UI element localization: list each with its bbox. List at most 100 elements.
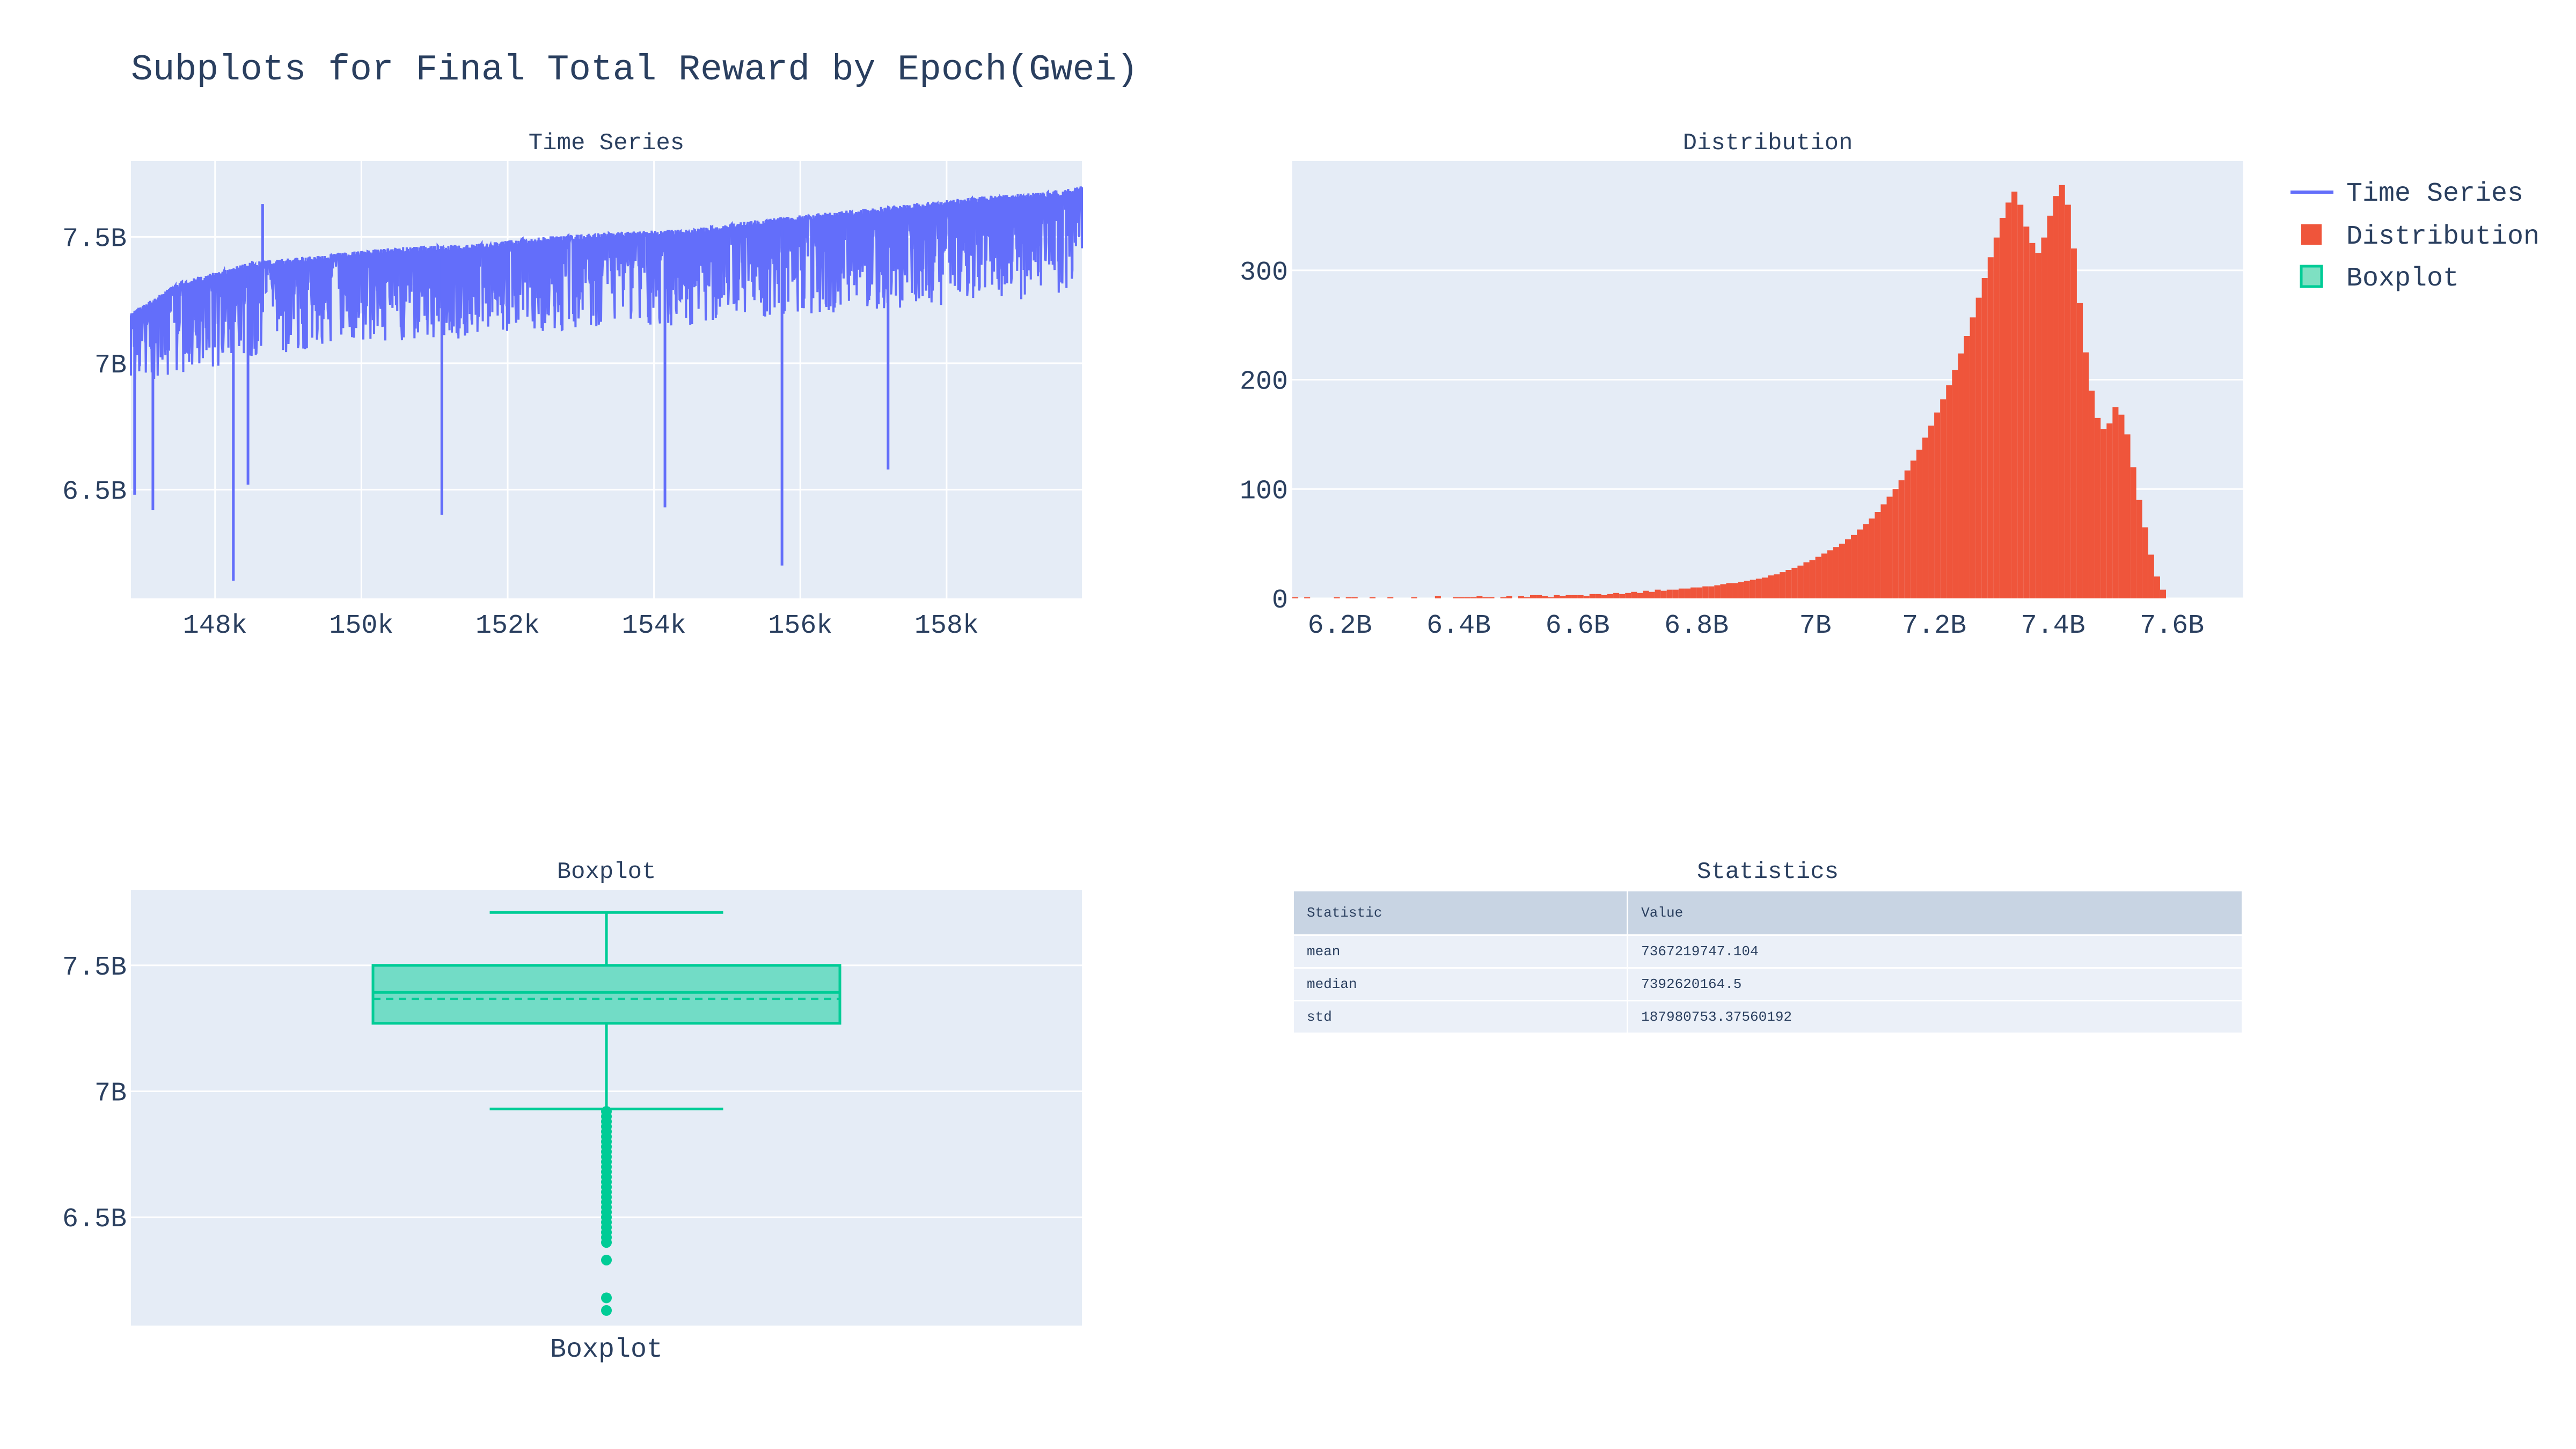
histogram-bar (1565, 595, 1572, 598)
histogram-bar (1857, 529, 1863, 598)
legend-item-time-series[interactable]: Time Series (2290, 179, 2523, 209)
boxplot-panel: 6.5B 7B 7.5B Boxplot Boxplot (62, 859, 1082, 1365)
histogram-bar (1797, 565, 1804, 598)
distribution-panel: 0 100 200 300 6.2B 6.4B 6.6B 6.8B 7B 7.2B 7.4B 7.6B… (1240, 130, 2243, 641)
histogram-bar (1500, 597, 1506, 598)
x-tick-label: 6.8B (1664, 611, 1729, 641)
legend-item-distribution[interactable]: Distribution (2301, 222, 2540, 252)
histogram-bar (2070, 248, 2077, 598)
distribution-bars (1292, 185, 2167, 598)
histogram-bar (1875, 512, 1881, 598)
histogram-bar (2136, 500, 2142, 598)
histogram-bar (1869, 518, 1875, 598)
histogram-bar (1761, 577, 1768, 598)
histogram-bar (1928, 426, 1935, 598)
histogram-bar (1702, 586, 1709, 598)
time-series-panel: 148k 150k 152k 154k 156k 158k 6.5B 7B 7.5B Time … (62, 130, 1083, 641)
x-tick-label: 7B (1799, 611, 1832, 641)
histogram-bar (1583, 596, 1590, 598)
histogram-bar (1548, 597, 1554, 598)
time-series-line (130, 186, 1083, 581)
x-tick-label: 6.4B (1426, 611, 1491, 641)
histogram-bar (1453, 597, 1459, 598)
x-tick-label: 7.4B (2021, 611, 2085, 641)
histogram-bar (1649, 591, 1655, 598)
histogram-bar (1904, 470, 1911, 598)
boxplot-category-label: Boxplot (550, 1335, 663, 1365)
histogram-bar (1791, 567, 1798, 598)
table-cell-statistic: std (1292, 1000, 1629, 1034)
histogram-bar (1589, 594, 1596, 598)
histogram-bar (1809, 560, 1816, 598)
legend-item-boxplot[interactable]: Boxplot (2300, 264, 2459, 294)
x-tick-label: 6.6B (1546, 611, 1610, 641)
table-header-statistic: Statistic (1292, 890, 1629, 936)
histogram-bar (2112, 407, 2119, 598)
histogram-bar (1815, 557, 1821, 598)
table-row: mean 7367219747.104 (1292, 934, 2243, 969)
x-tick-label: 156k (768, 611, 832, 641)
histogram-bar (2089, 390, 2095, 598)
histogram-bar (1910, 460, 1916, 598)
histogram-bar (1595, 594, 1601, 598)
statistics-table: Statistic Value mean 7367219747.104 medi… (1292, 890, 2243, 1034)
histogram-bar (1845, 539, 1851, 598)
histogram-bar (2154, 576, 2160, 598)
table-row: std 187980753.37560192 (1292, 1000, 2243, 1034)
histogram-bar (2029, 243, 2036, 598)
legend-label: Time Series (2346, 179, 2523, 209)
histogram-bar (2124, 434, 2131, 598)
histogram-bar (2053, 196, 2059, 598)
histogram-bar (2095, 418, 2101, 598)
histogram-bar (1970, 317, 1976, 598)
histogram-bar (1678, 588, 1685, 598)
histogram-bar (1476, 596, 1483, 598)
histogram-bar (1958, 353, 1964, 598)
legend[interactable]: Time Series Distribution Boxplot (2290, 179, 2540, 294)
histogram-bar (1465, 597, 1471, 598)
histogram-bar (1660, 590, 1667, 598)
histogram-bar (1690, 587, 1697, 598)
histogram-bar (1821, 553, 1827, 598)
y-tick-label: 7.5B (62, 224, 127, 254)
histogram-bar (1732, 583, 1738, 598)
y-tick-label: 100 (1240, 476, 1288, 507)
histogram-bar (1785, 570, 1792, 598)
histogram-bar (1672, 589, 1679, 598)
histogram-bar (1975, 297, 1982, 598)
histogram-bar (1780, 572, 1786, 598)
histogram-bar (1774, 574, 1780, 598)
x-tick-label: 154k (622, 611, 686, 641)
histogram-bar (1827, 550, 1833, 598)
histogram-bar (1334, 597, 1340, 598)
histogram-bar (1738, 582, 1744, 598)
histogram-bar (1803, 562, 1810, 598)
histogram-bar (1666, 589, 1673, 598)
histogram-bar (1607, 594, 1614, 598)
y-tick-label: 7.5B (62, 953, 127, 983)
table-cell-statistic: mean (1292, 934, 1629, 969)
histogram-bar (1506, 596, 1512, 598)
histogram-bar (1542, 596, 1548, 598)
histogram-bar (2148, 554, 2154, 598)
histogram-bar (1470, 597, 1477, 598)
table-cell-value: 7367219747.104 (1627, 934, 2243, 969)
histogram-bar (1292, 597, 1299, 598)
histogram-bar (1601, 595, 1607, 598)
histogram-bar (1554, 595, 1560, 598)
histogram-bar (1524, 597, 1530, 598)
histogram-bar (1833, 547, 1839, 598)
histogram-bar (1530, 595, 1536, 598)
histogram-bar (1684, 588, 1691, 598)
histogram-bar (1851, 535, 1857, 598)
histogram-bar (1750, 580, 1756, 598)
x-tick-label: 7.2B (1902, 611, 1966, 641)
distribution-axes: 0 100 200 300 6.2B 6.4B 6.6B 6.8B 7B 7.2B 7.4B 7.6B (1240, 258, 2204, 641)
y-tick-label: 0 (1272, 586, 1288, 616)
histogram-bar (2082, 352, 2089, 598)
histogram-bar (1916, 449, 1922, 598)
histogram-bar (1369, 597, 1376, 598)
histogram-bar (1643, 590, 1649, 598)
distribution-subplot-title: Distribution (1683, 130, 1853, 157)
table-cell-statistic: median (1292, 967, 1629, 1001)
